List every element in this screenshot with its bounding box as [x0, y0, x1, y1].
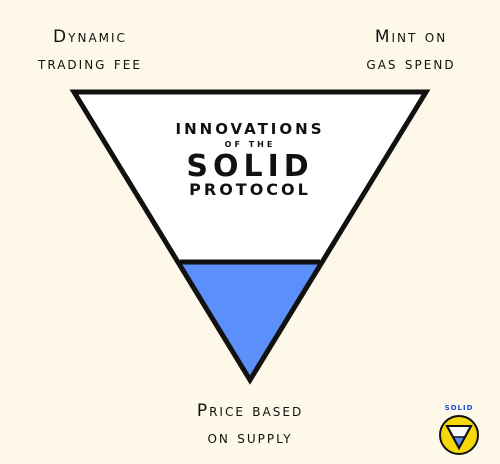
label-line: trading fee	[38, 54, 142, 74]
label-line: Dynamic	[53, 27, 127, 47]
logo-icon	[439, 415, 479, 455]
title-solid: SOLID	[186, 149, 314, 184]
title-innovations: INNOVATIONS	[175, 120, 325, 138]
label-line: Price based	[196, 401, 304, 421]
label-line: gas spend	[366, 54, 456, 74]
logo-text: SOLID	[444, 404, 474, 412]
label-line: on supply	[207, 428, 293, 448]
label-line: Mint on	[374, 27, 448, 47]
triangle-body	[74, 92, 426, 380]
solid-logo: SOLID	[434, 404, 484, 458]
triangle-title: INNOVATIONS OF THE SOLID PROTOCOL	[130, 120, 370, 198]
triangle-liquid	[180, 262, 320, 380]
label-mint-on-gas-spend: Mint on gas spend	[336, 24, 486, 78]
title-of-the: OF THE	[224, 140, 276, 149]
label-dynamic-trading-fee: Dynamic trading fee	[10, 24, 170, 78]
title-protocol: PROTOCOL	[189, 180, 311, 199]
label-price-based-on-supply: Price based on supply	[150, 398, 350, 452]
triangle-outline	[69, 89, 431, 385]
